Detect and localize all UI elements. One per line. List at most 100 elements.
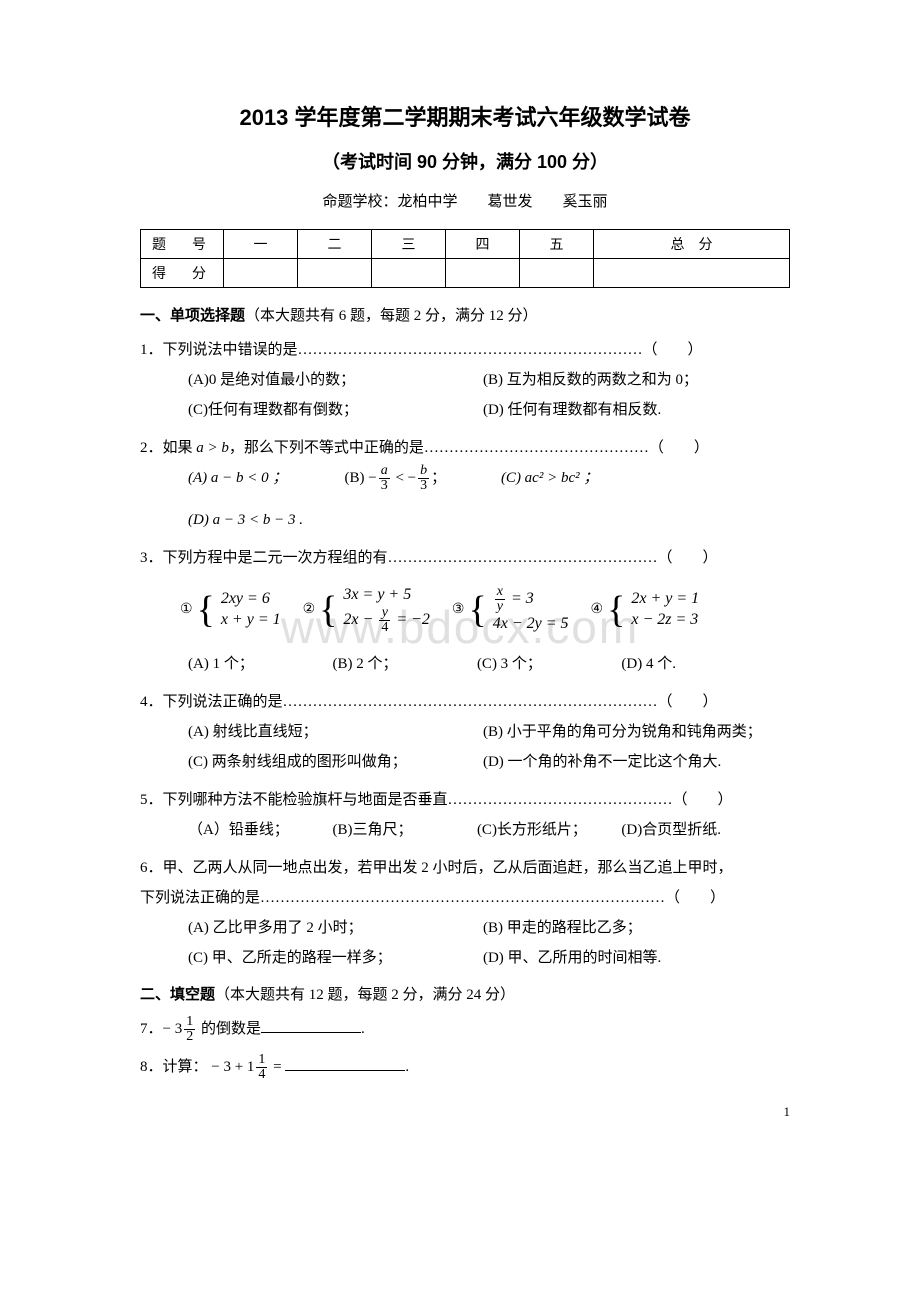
q3-sys-2: ② { 3x = y + 5 2x − y4 = −2 [303, 585, 430, 635]
q2b-d1: 3 [379, 479, 390, 493]
score-header-label: 题 号 [141, 230, 224, 259]
score-col-2: 二 [298, 230, 372, 259]
question-6: 6．甲、乙两人从同一地点出发，若甲出发 2 小时后，乙从后面追赶，那么当乙追上甲… [140, 853, 790, 973]
q5-opt-a: （A）铅垂线； [188, 815, 326, 845]
q2-stem-post: ，那么下列不等式中正确的是………………………………………（ ） [229, 440, 709, 456]
q3-sys2-l1: 3x = y + 5 [343, 585, 430, 606]
q3-sys2-fn: y [379, 606, 390, 621]
q2-stem: 2．如果 a > b，那么下列不等式中正确的是………………………………………（ … [140, 433, 790, 463]
q6-opt-c: (C) 甲、乙所走的路程一样多； [188, 943, 483, 973]
q3-systems: ① { 2xy = 6 x + y = 1 ② { 3x = y + 5 2x … [140, 585, 790, 635]
q2-opt-d: (D) a − 3 < b − 3 . [188, 505, 326, 535]
q3-sys2-l2post: = −2 [392, 611, 430, 628]
q1-stem: 1．下列说法中错误的是……………………………………………………………（ ） [140, 335, 790, 365]
question-3: 3．下列方程中是二元一次方程组的有………………………………………………（ ） ①… [140, 543, 790, 679]
q1-opt-b: (B) 互为相反数的两数之和为 0； [483, 365, 778, 395]
q3-label-2: ② [303, 596, 316, 624]
q5-opt-c: (C)长方形纸片； [477, 815, 615, 845]
question-8: 8．计算： − 3 + 114 = . [140, 1052, 790, 1082]
section-2-rest: （本大题共有 12 题，每题 2 分，满分 24 分） [215, 987, 515, 1003]
q5-opt-d: (D)合页型折纸. [621, 815, 759, 845]
score-cell [224, 259, 298, 288]
q3-opt-d: (D) 4 个. [621, 649, 759, 679]
q2-cond: a > b [196, 440, 229, 456]
q4-opt-a: (A) 射线比直线短； [188, 717, 483, 747]
q6-opt-b: (B) 甲走的路程比乙多； [483, 913, 778, 943]
q3-label-4: ④ [591, 596, 604, 624]
q6-stem2: 下列说法正确的是………………………………………………………………………（ ） [140, 883, 790, 913]
question-1: 1．下列说法中错误的是……………………………………………………………（ ） (A… [140, 335, 790, 425]
q1-opt-a: (A)0 是绝对值最小的数； [188, 365, 483, 395]
q4-stem: 4．下列说法正确的是…………………………………………………………………（ ） [140, 687, 790, 717]
q1-opt-c: (C)任何有理数都有倒数； [188, 395, 483, 425]
q3-sys3-fd: y [495, 600, 505, 614]
q2-opt-b: (B) −a3 < −b3； [344, 463, 482, 493]
q8-pre: 8．计算： − 3 + 1 [140, 1059, 254, 1075]
q3-sys-4: ④ { 2x + y = 1 x − 2z = 3 [591, 589, 700, 631]
q3-opt-a: (A) 1 个； [188, 649, 326, 679]
q6-opt-a: (A) 乙比甲多用了 2 小时； [188, 913, 483, 943]
q8-fn: 1 [256, 1053, 267, 1068]
school-line: 命题学校：龙柏中学 葛世发 奚玉丽 [140, 190, 790, 211]
q3-stem: 3．下列方程中是二元一次方程组的有………………………………………………（ ） [140, 543, 790, 573]
score-cell [520, 259, 594, 288]
question-4: 4．下列说法正确的是…………………………………………………………………（ ） (… [140, 687, 790, 777]
q3-sys3-l2: 4x − 2y = 5 [493, 614, 569, 635]
score-col-4: 四 [446, 230, 520, 259]
q6-stem1: 6．甲、乙两人从同一地点出发，若甲出发 2 小时后，乙从后面追赶，那么当乙追上甲… [140, 853, 790, 883]
q8-blank [285, 1055, 405, 1071]
q3-sys3-fn: x [495, 585, 505, 600]
q4-opt-c: (C) 两条射线组成的图形叫做角； [188, 747, 483, 777]
score-col-5: 五 [520, 230, 594, 259]
page-number: 1 [784, 1104, 791, 1120]
q2-stem-pre: 2．如果 [140, 440, 196, 456]
section-2-heading: 二、填空题（本大题共有 12 题，每题 2 分，满分 24 分） [140, 983, 790, 1004]
question-7: 7．− 312 的倒数是. [140, 1014, 790, 1044]
q2b-post: ； [431, 470, 446, 486]
q4-opt-d: (D) 一个角的补角不一定比这个角大. [483, 747, 778, 777]
q7-pre: 7．− 3 [140, 1021, 182, 1037]
q8-end: . [405, 1059, 409, 1075]
q1-opt-d: (D) 任何有理数都有相反数. [483, 395, 778, 425]
q3-sys2-l2pre: 2x − [343, 611, 377, 628]
q7-end: . [361, 1021, 365, 1037]
q3-sys1-l1: 2xy = 6 [221, 589, 281, 610]
score-table: 题 号 一 二 三 四 五 总 分 得 分 [140, 229, 790, 288]
score-cell [372, 259, 446, 288]
score-cell [298, 259, 372, 288]
q7-fd: 2 [184, 1030, 195, 1044]
question-5: 5．下列哪种方法不能检验旗杆与地面是否垂直………………………………………（ ） … [140, 785, 790, 845]
q3-sys3-l1post: = 3 [507, 590, 534, 607]
score-col-1: 一 [224, 230, 298, 259]
q3-sys-3: ③ { xy = 3 4x − 2y = 5 [452, 585, 569, 635]
q2b-d2: 3 [418, 479, 429, 493]
question-2: 2．如果 a > b，那么下列不等式中正确的是………………………………………（ … [140, 433, 790, 535]
score-col-total: 总 分 [594, 230, 790, 259]
section-1-heading: 一、单项选择题（本大题共有 6 题，每题 2 分，满分 12 分） [140, 304, 790, 325]
q8-fd: 4 [256, 1068, 267, 1082]
score-col-3: 三 [372, 230, 446, 259]
exam-title: 2013 学年度第二学期期末考试六年级数学试卷 [140, 100, 790, 132]
section-1-rest: （本大题共有 6 题，每题 2 分，满分 12 分） [245, 308, 538, 324]
q2-opt-a: (A) a − b < 0 ； [188, 463, 326, 493]
q3-opt-c: (C) 3 个； [477, 649, 615, 679]
q3-sys-1: ① { 2xy = 6 x + y = 1 [180, 589, 281, 631]
section-1-bold: 一、单项选择题 [140, 307, 245, 324]
q4-opt-b: (B) 小于平角的角可分为锐角和钝角两类； [483, 717, 778, 747]
q2b-n1: a [379, 464, 390, 479]
q3-sys4-l2: x − 2z = 3 [631, 610, 699, 631]
q3-sys4-l1: 2x + y = 1 [631, 589, 699, 610]
q7-fn: 1 [184, 1015, 195, 1030]
q2b-pre: (B) − [344, 470, 376, 486]
q8-mid: = [269, 1059, 285, 1075]
score-cell [446, 259, 520, 288]
q3-sys1-l2: x + y = 1 [221, 610, 281, 631]
q6-opt-d: (D) 甲、乙所用的时间相等. [483, 943, 778, 973]
exam-subtitle: （考试时间 90 分钟，满分 100 分） [140, 148, 790, 174]
q3-label-3: ③ [452, 596, 465, 624]
q2b-mid: < − [392, 470, 416, 486]
section-2-bold: 二、填空题 [140, 986, 215, 1003]
q3-label-1: ① [180, 596, 193, 624]
q5-stem: 5．下列哪种方法不能检验旗杆与地面是否垂直………………………………………（ ） [140, 785, 790, 815]
q2-opt-c: (C) ac² > bc² ； [501, 463, 639, 493]
